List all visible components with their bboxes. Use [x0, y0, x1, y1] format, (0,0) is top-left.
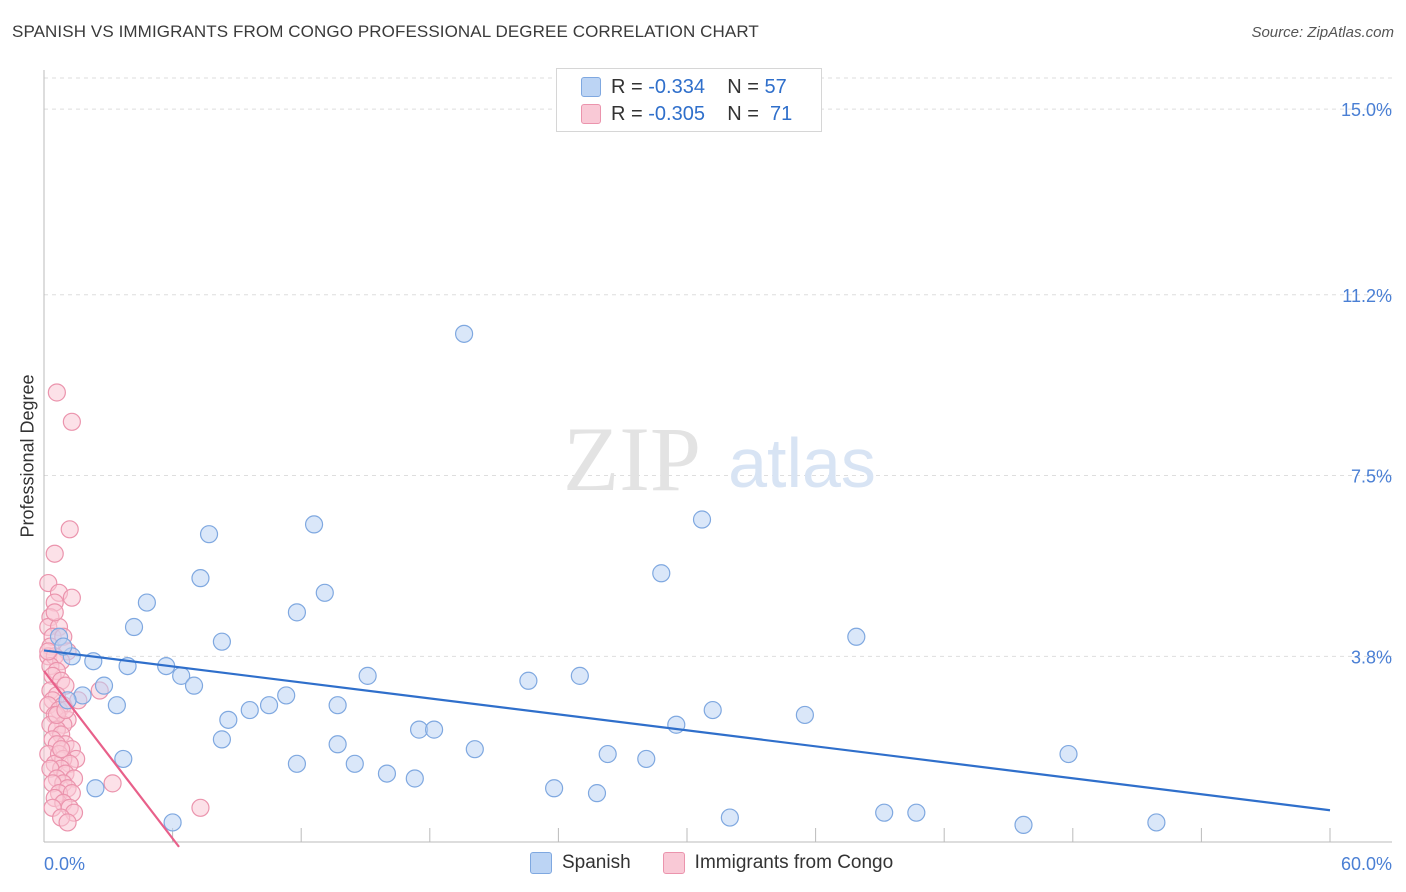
point-congo [58, 813, 77, 832]
legend-swatch-spanish [530, 852, 552, 874]
legend-item-congo[interactable]: Immigrants from Congo [662, 852, 894, 874]
legend-r-value: -0.305 [648, 102, 705, 125]
point-spanish [795, 705, 814, 725]
legend-n-label: N = [727, 75, 759, 98]
source-credit: Source: ZipAtlas.com [1251, 24, 1394, 41]
series-legend: Spanish Immigrants from Congo [530, 852, 925, 874]
point-spanish [107, 696, 126, 715]
point-congo [103, 774, 122, 793]
trend-line-spanish [43, 649, 1331, 812]
x-tick-label: 60.0% [1341, 854, 1392, 874]
point-spanish [652, 564, 671, 583]
point-spanish [199, 525, 219, 544]
point-spanish [73, 686, 92, 705]
correlation-legend: R = -0.334 N = 57 R = -0.305 N = 71 [556, 68, 822, 132]
axes [43, 70, 1392, 843]
point-congo [62, 588, 81, 607]
point-spanish [287, 754, 307, 773]
watermark: ZIP atlas [563, 408, 876, 510]
trend-lines [43, 649, 1331, 848]
trend-line-congo [43, 670, 180, 848]
point-spanish [54, 637, 73, 656]
point-spanish [405, 769, 424, 788]
x-tick-label: 0.0% [44, 854, 85, 874]
point-spanish [304, 515, 324, 534]
point-spanish [570, 666, 589, 685]
legend-r-label: R = [611, 75, 643, 98]
point-spanish [519, 671, 538, 690]
point-spanish [720, 808, 739, 827]
point-spanish [465, 740, 484, 759]
point-congo [191, 798, 210, 817]
legend-item-spanish[interactable]: Spanish [530, 852, 631, 874]
tick-labels: 3.8% 7.5% 11.2% 15.0% 0.0% 60.0% [44, 100, 1392, 874]
point-spanish [847, 627, 866, 646]
watermark-zip: ZIP [563, 408, 701, 510]
point-spanish [124, 617, 144, 637]
point-spanish [345, 754, 364, 773]
watermark-atlas: atlas [728, 424, 876, 502]
point-spanish [191, 569, 210, 588]
point-congo [45, 603, 64, 622]
legend-swatch-congo [581, 104, 601, 124]
point-spanish [692, 510, 712, 529]
point-spanish [875, 803, 894, 822]
point-spanish [703, 700, 722, 720]
point-spanish [545, 779, 564, 798]
point-congo [62, 412, 81, 431]
legend-n-label: N = [727, 102, 759, 125]
point-spanish [287, 603, 307, 622]
series-spanish-points [49, 324, 1166, 834]
legend-label-spanish: Spanish [562, 852, 631, 873]
point-spanish [212, 632, 231, 651]
y-tick-label: 11.2% [1342, 286, 1392, 306]
legend-swatch-spanish [581, 77, 601, 97]
point-spanish [94, 676, 114, 695]
y-tick-label: 7.5% [1351, 467, 1392, 487]
point-spanish [212, 730, 231, 749]
point-spanish [163, 813, 182, 832]
point-spanish [637, 749, 656, 769]
point-spanish [358, 666, 377, 685]
legend-r-label: R = [611, 102, 643, 125]
point-spanish [328, 735, 347, 754]
legend-swatch-congo [662, 852, 685, 874]
point-spanish [219, 710, 238, 729]
point-spanish [114, 749, 133, 769]
point-spanish [1014, 815, 1033, 834]
point-spanish [587, 784, 607, 803]
point-spanish [259, 696, 279, 715]
legend-row-congo: R = -0.305 N = 71 [581, 100, 792, 128]
point-spanish [137, 593, 156, 612]
y-axis-label: Professional Degree [17, 374, 38, 538]
point-spanish [1059, 744, 1078, 764]
point-spanish [86, 779, 105, 798]
point-congo [47, 383, 66, 402]
chart-title: SPANISH VS IMMIGRANTS FROM CONGO PROFESS… [12, 22, 759, 41]
point-spanish [240, 700, 259, 720]
gridlines [44, 77, 1392, 657]
point-spanish [328, 696, 347, 715]
point-spanish [315, 583, 334, 602]
point-spanish [907, 803, 926, 822]
point-congo [60, 520, 79, 539]
y-tick-label: 3.8% [1351, 647, 1392, 667]
point-spanish [598, 744, 617, 764]
point-spanish [184, 676, 204, 695]
point-spanish [1147, 813, 1166, 832]
point-congo [52, 740, 71, 759]
point-spanish [454, 324, 474, 343]
legend-label-congo: Immigrants from Congo [694, 852, 894, 873]
legend-n-value: 57 [764, 75, 787, 98]
legend-r-value: -0.334 [648, 75, 705, 98]
point-spanish [377, 764, 397, 783]
legend-row-spanish: R = -0.334 N = 57 [581, 73, 787, 101]
point-spanish [424, 720, 444, 739]
legend-n-value: 71 [770, 102, 793, 125]
point-congo [45, 544, 64, 563]
point-spanish [277, 686, 296, 705]
y-tick-label: 15.0% [1341, 100, 1392, 120]
